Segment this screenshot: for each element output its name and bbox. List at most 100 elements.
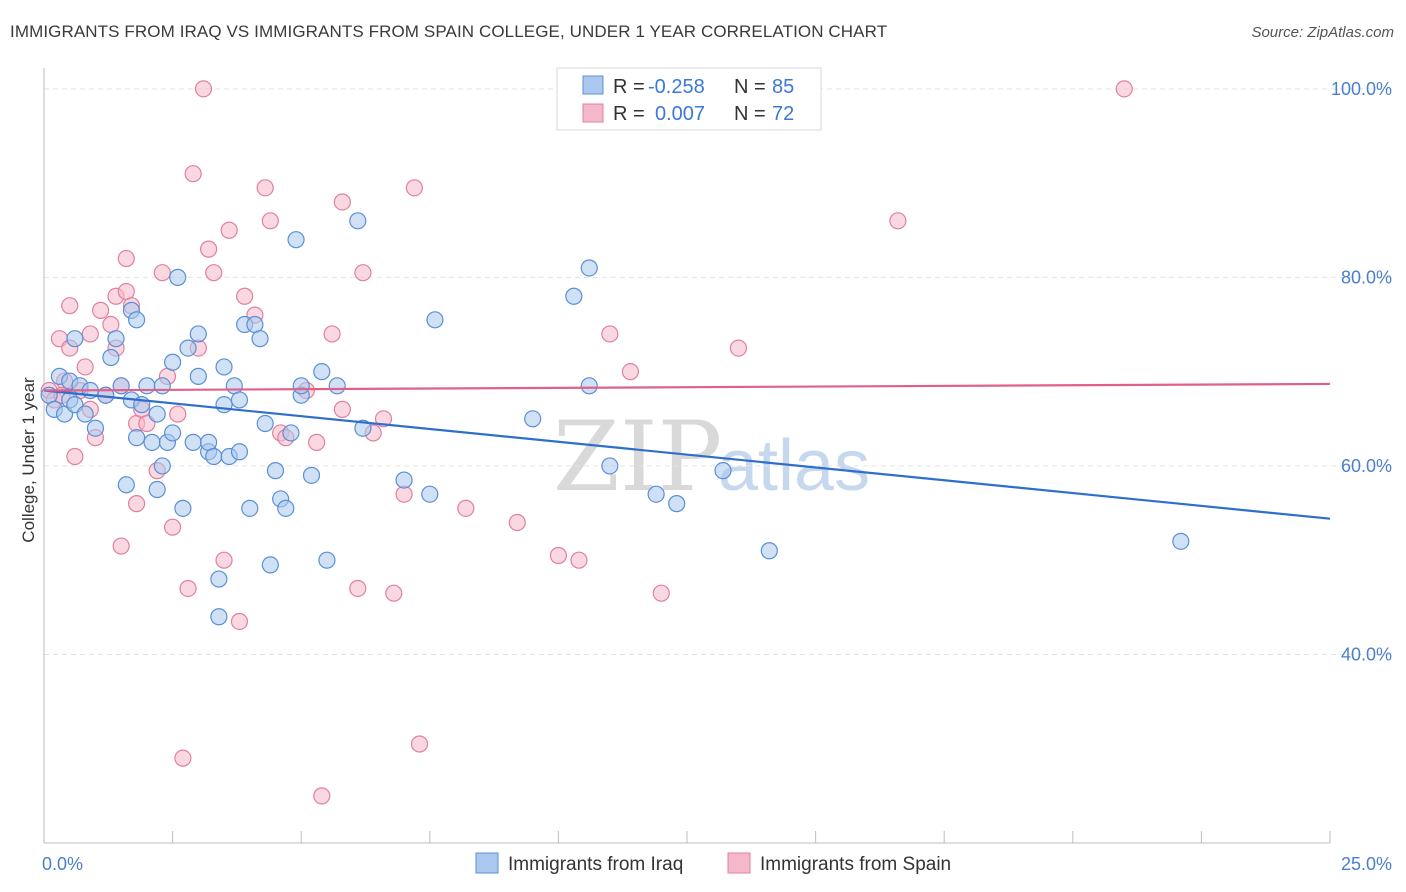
x-tick-label-max: 25.0% (1341, 854, 1392, 874)
iraq-point (76, 405, 94, 423)
y-tick-label: 60.0% (1341, 456, 1392, 476)
spain-point (333, 400, 351, 418)
iraq-point (143, 433, 161, 451)
iraq-point (668, 495, 686, 513)
spain-point (194, 80, 213, 98)
legend-r-label-iraq: R = (613, 76, 645, 98)
iraq-point (189, 325, 207, 343)
spain-point (169, 405, 187, 423)
iraq-point (205, 447, 223, 466)
legend-n-label-iraq: N = (734, 76, 766, 98)
legend-r-value-iraq: -0.258 (648, 76, 705, 98)
iraq-point (580, 259, 598, 277)
iraq-point (179, 339, 197, 357)
iraq-point (313, 363, 331, 381)
spain-point (1115, 80, 1133, 98)
iraq-point (277, 499, 295, 517)
spain-point (76, 358, 94, 376)
top-legend: R = -0.258 N = 85 R = 0.007 N = 72 (556, 67, 822, 131)
spain-point (261, 212, 279, 230)
legend-swatch-spain (582, 103, 604, 123)
spain-point (230, 612, 249, 631)
iraq-point (189, 367, 207, 385)
iraq-point (328, 377, 346, 395)
y-tick-label: 40.0% (1341, 644, 1392, 664)
iraq-point (127, 429, 146, 447)
x-tick-label-min: 0.0% (42, 854, 83, 874)
spain-point (81, 325, 99, 343)
y-axis-label: College, Under 1 year (19, 377, 38, 543)
iraq-point (318, 551, 336, 569)
iraq-point (647, 485, 665, 503)
spain-point (200, 240, 218, 258)
y-tick-label: 80.0% (1341, 267, 1392, 287)
y-tick-label: 100.0% (1331, 79, 1392, 99)
iraq-point (760, 542, 778, 560)
iraq-point (261, 556, 279, 574)
iraq-point (86, 419, 105, 437)
iraq-point (302, 466, 321, 484)
spain-point (457, 499, 475, 517)
spain-point (889, 212, 907, 230)
legend-r-value-spain: 0.007 (655, 103, 705, 125)
spain-point (570, 551, 588, 569)
spain-point (405, 179, 423, 197)
legend-swatch-iraq (582, 75, 604, 95)
iraq-point (210, 570, 228, 588)
spain-point (112, 537, 130, 555)
spain-point (652, 584, 670, 602)
iraq-point (66, 330, 84, 348)
source-credit: Source: ZipAtlas.com (1251, 24, 1394, 41)
iraq-point (287, 231, 305, 249)
iraq-point (107, 330, 125, 348)
gridlines (44, 88, 1392, 655)
spain-point (508, 513, 526, 532)
iraq-point (148, 405, 166, 423)
spain-point (385, 584, 403, 602)
spain-point (153, 264, 171, 282)
spain-point (333, 193, 351, 211)
spain-point (117, 249, 135, 268)
iraq-point (282, 424, 300, 442)
iraq-point (256, 414, 274, 433)
bottom-legend-label-iraq: Immigrants from Iraq (508, 854, 683, 875)
iraq-point (354, 419, 372, 437)
iraq-point (421, 485, 439, 503)
iraq-point (1172, 532, 1190, 550)
spain-point (410, 735, 429, 753)
iraq-point (153, 457, 171, 475)
iraq-point (266, 462, 285, 480)
iraq-point (164, 424, 182, 442)
iraq-point (169, 268, 187, 286)
spain-point (236, 287, 254, 305)
iraq-point (714, 462, 732, 480)
iraq-point (210, 608, 228, 626)
chart-title: IMMIGRANTS FROM IRAQ VS IMMIGRANTS FROM … (10, 22, 888, 41)
bottom-legend-label-spain: Immigrants from Spain (760, 854, 951, 875)
iraq-point (292, 377, 310, 395)
iraq-point (601, 457, 619, 475)
iraq-point (426, 311, 444, 329)
spain-point (621, 363, 640, 381)
iraq-point (580, 377, 598, 395)
bottom-legend-swatch-iraq (475, 852, 499, 874)
spain-trend-line (43, 382, 1331, 392)
legend-n-value-spain: 72 (772, 103, 794, 125)
spain-point (184, 165, 202, 183)
iraq-point (153, 377, 171, 395)
spain-point (601, 325, 619, 343)
iraq-point (138, 377, 156, 395)
spain-point (323, 325, 341, 343)
spain-point (127, 495, 146, 513)
spain-point (179, 579, 197, 598)
spain-point (354, 264, 372, 282)
spain-point (215, 551, 233, 569)
iraq-point (148, 480, 166, 499)
spain-point (174, 749, 192, 767)
spain-point (66, 447, 84, 466)
iraq-point (565, 287, 583, 305)
iraq-point (230, 443, 249, 461)
iraq-point (174, 499, 192, 517)
spain-point (729, 339, 748, 357)
legend-n-label-spain: N = (734, 103, 766, 125)
